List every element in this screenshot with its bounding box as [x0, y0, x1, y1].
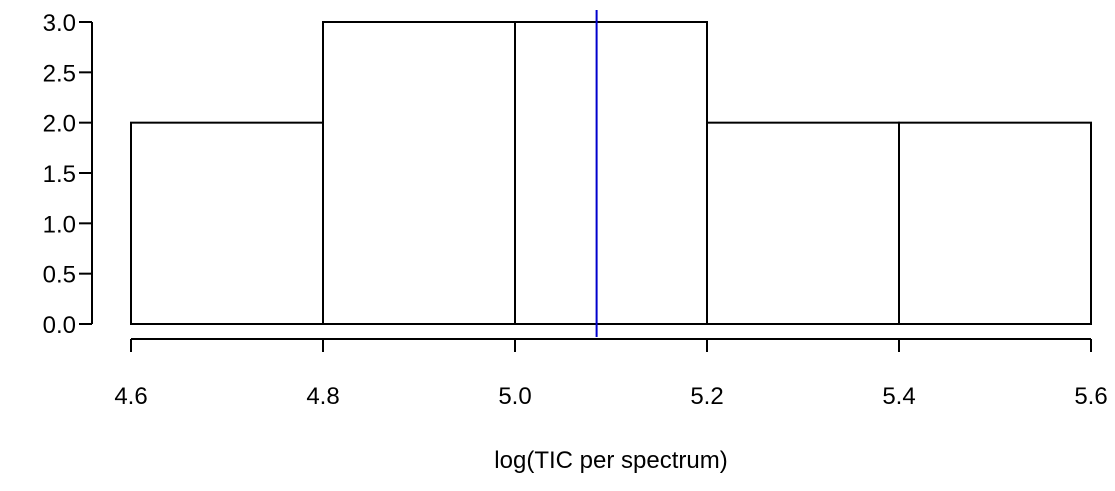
x-tick-label: 4.6	[114, 383, 147, 410]
y-tick-label: 3.0	[43, 10, 76, 37]
histogram-bar-3	[514, 21, 708, 325]
histogram-bars	[130, 21, 1092, 325]
y-tick-label: 1.0	[43, 211, 76, 238]
y-tick-label: 1.5	[43, 161, 76, 188]
y-tick-label: 2.5	[43, 60, 76, 87]
x-tick-label: 4.8	[306, 383, 339, 410]
x-tick-label: 5.6	[1074, 383, 1107, 410]
x-tick-label: 5.0	[498, 383, 531, 410]
x-axis: 4.6 4.8 5.0 5.2 5.4 5.6	[114, 338, 1108, 410]
y-tick-label: 2.0	[43, 111, 76, 138]
histogram-bar-5	[898, 121, 1092, 325]
y-tick-label: 0.5	[43, 262, 76, 289]
histogram-bar-1	[130, 121, 324, 325]
x-tick-label: 5.4	[882, 383, 915, 410]
y-tick-label: 0.0	[43, 312, 76, 339]
y-axis: 0.0 0.5 1.0 1.5 2.0 2.5 3.0	[43, 10, 93, 339]
x-axis-title: log(TIC per spectrum)	[494, 447, 727, 474]
histogram-bar-2	[322, 21, 516, 325]
histogram-bar-4	[706, 121, 900, 325]
x-tick-label: 5.2	[690, 383, 723, 410]
